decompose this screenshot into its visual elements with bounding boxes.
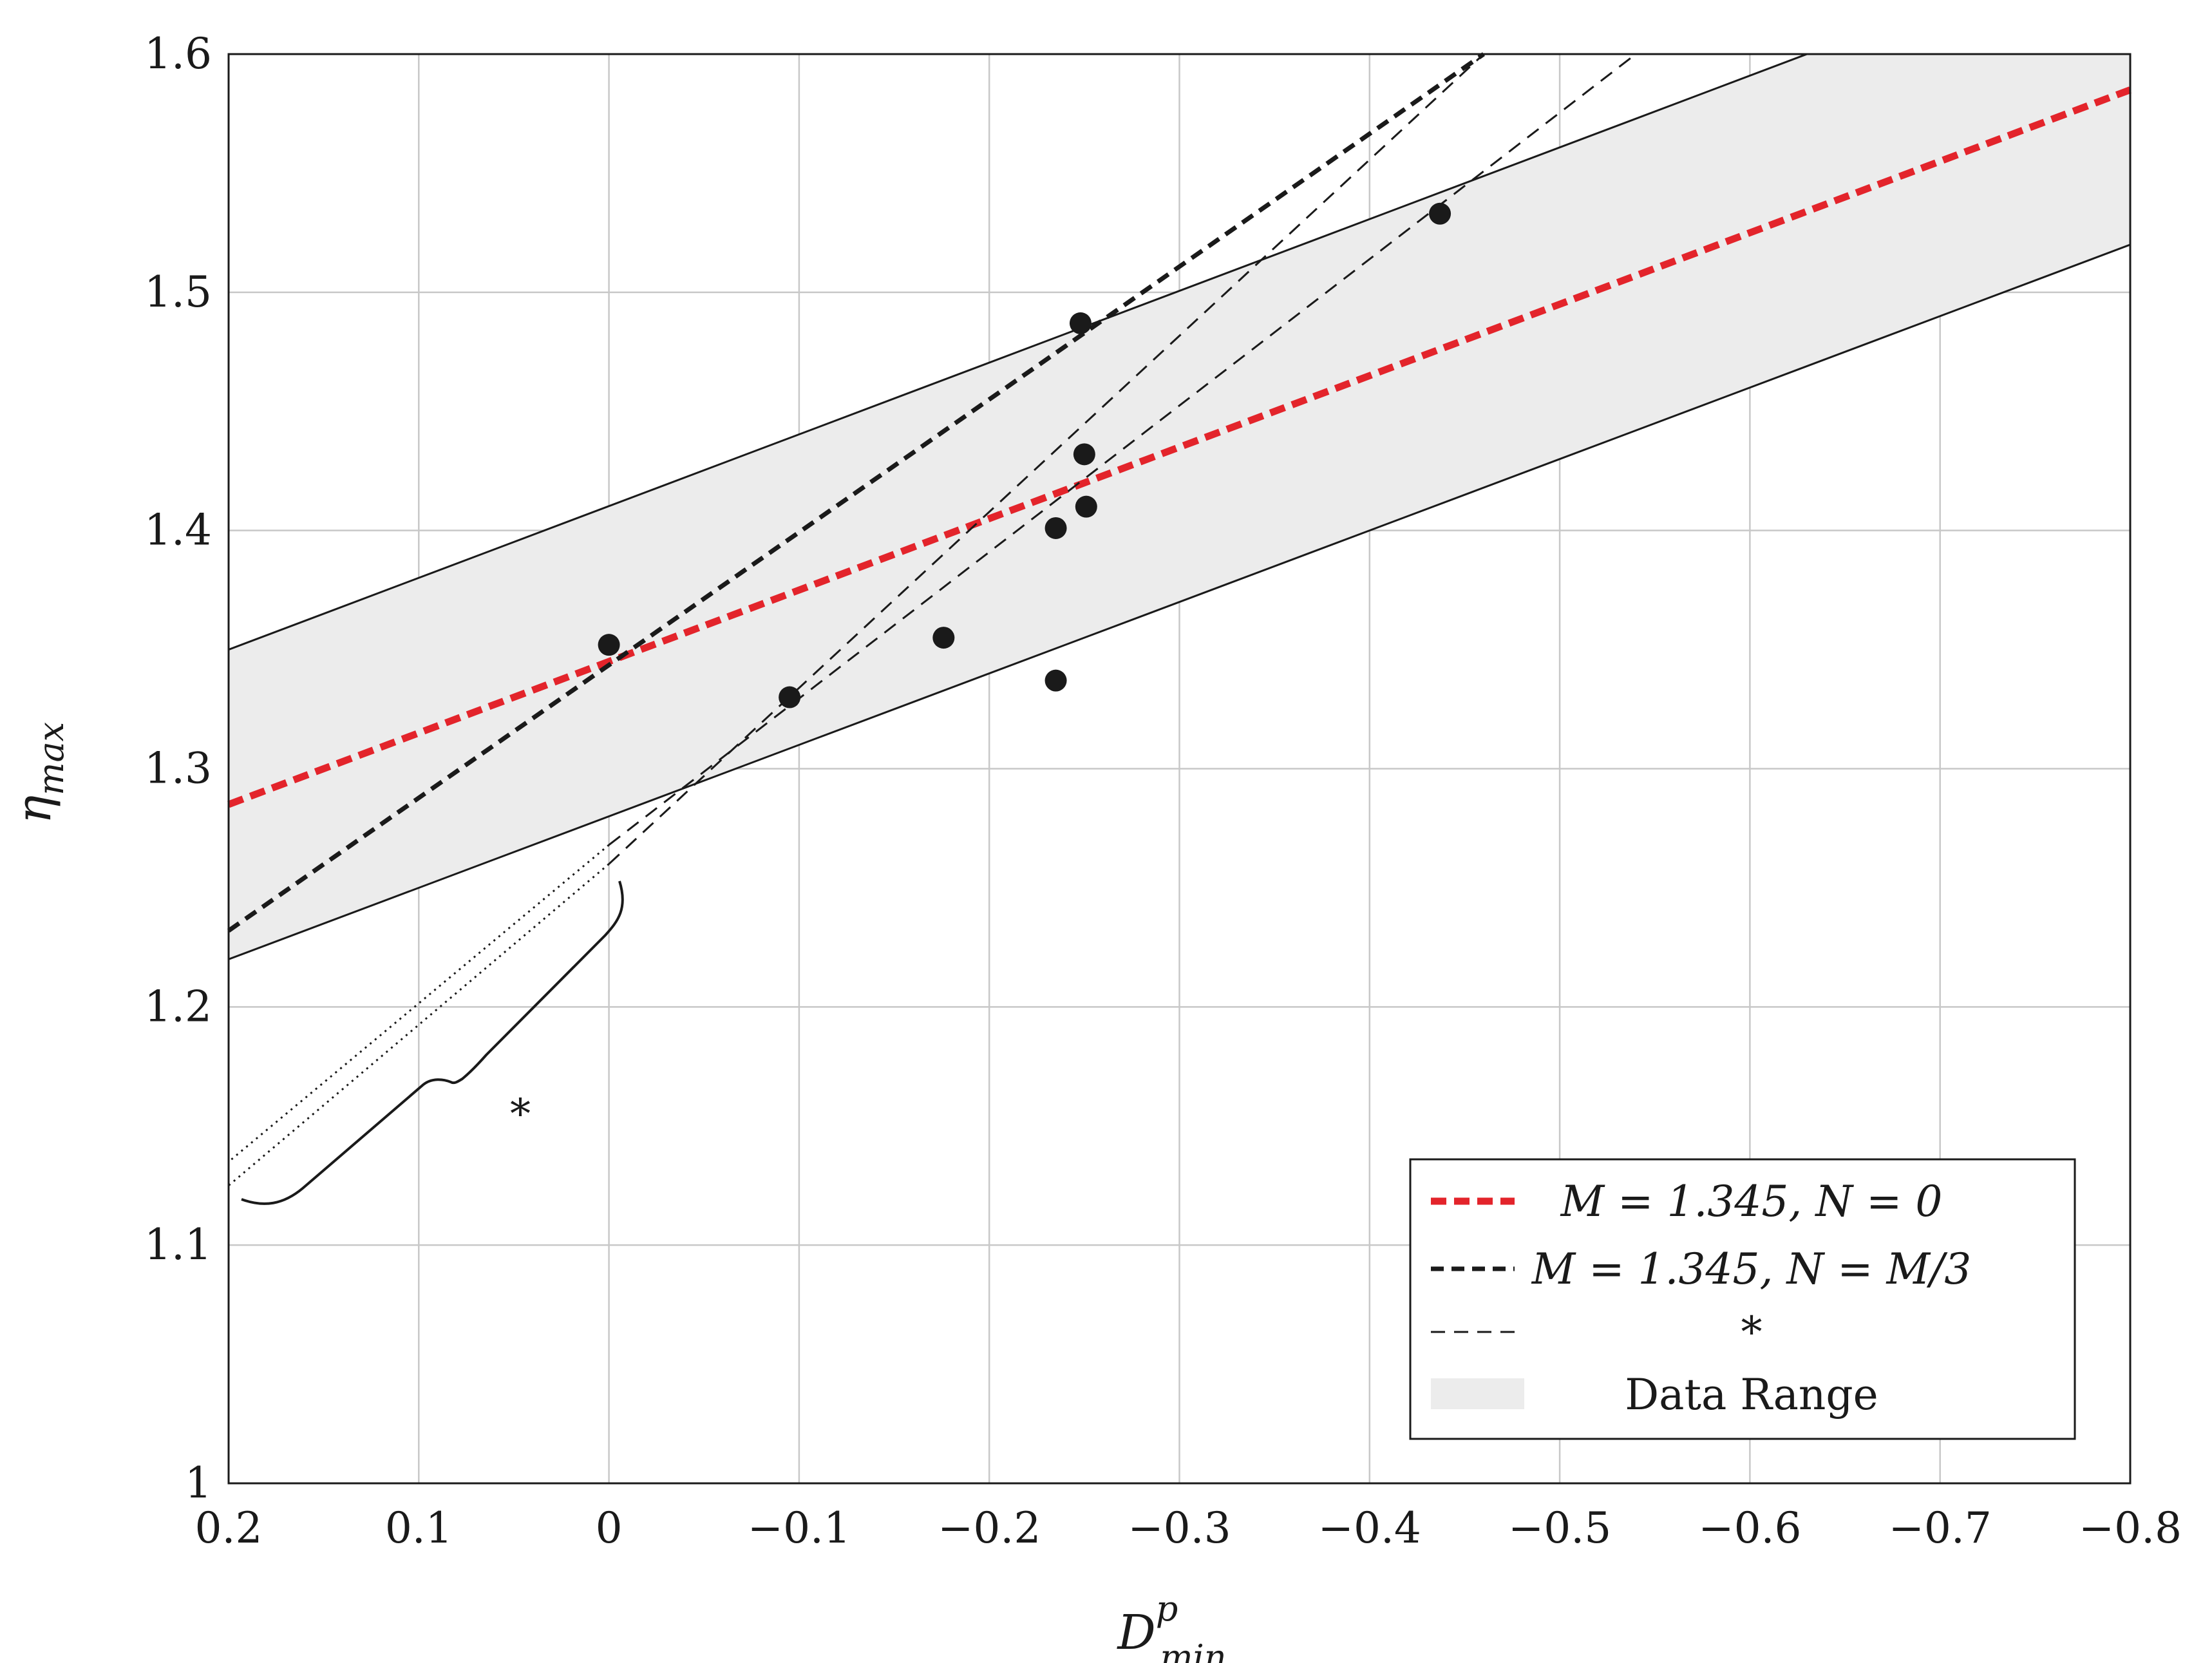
x-tick-label: 0.1 <box>385 1503 453 1553</box>
extrapolation-lines <box>228 844 610 1186</box>
y-tick-label: 1.4 <box>144 506 212 555</box>
x-tick-label: −0.8 <box>2079 1503 2182 1553</box>
data-point <box>1075 495 1097 518</box>
legend-label-star: * <box>1741 1307 1763 1357</box>
x-tick-label: −0.3 <box>1128 1503 1231 1553</box>
legend: M = 1.345, N = 0 M = 1.345, N = M/3 * Da… <box>1409 1158 2076 1440</box>
y-axis-label-sub: max <box>31 722 71 795</box>
x-tick-label: 0.2 <box>195 1503 263 1553</box>
data-range-band <box>229 54 2130 960</box>
data-point <box>598 634 620 656</box>
data-point <box>1045 669 1067 692</box>
data-point <box>932 627 955 649</box>
fit-line-thin-dashed <box>608 53 1484 865</box>
data-point <box>1045 517 1067 539</box>
legend-label-nm3: M = 1.345, N = M/3 <box>1531 1244 1972 1294</box>
x-tick-label: −0.7 <box>1889 1503 1992 1553</box>
y-tick-label: 1.6 <box>144 29 212 79</box>
data-range-upper <box>229 54 1808 651</box>
legend-label-n0: M = 1.345, N = 0 <box>1560 1177 1943 1226</box>
data-point <box>779 686 801 708</box>
legend-label-data-range: Data Range <box>1625 1370 1878 1420</box>
y-tick-label: 1.3 <box>144 744 212 793</box>
x-axis-label: Dp min <box>1116 1588 1226 1663</box>
x-tick-label: 0 <box>596 1503 623 1553</box>
y-tick-label: 1.5 <box>144 267 212 317</box>
x-axis-label-sup: p <box>1156 1588 1178 1629</box>
y-tick-label: 1.2 <box>144 982 212 1031</box>
data-points <box>598 202 1451 708</box>
fit-lines <box>227 52 2132 933</box>
plot-frame <box>227 53 2132 1485</box>
x-tick-label: −0.4 <box>1318 1503 1421 1553</box>
x-tick-label: −0.5 <box>1508 1503 1611 1553</box>
fit-line-black-dashed <box>227 52 1485 933</box>
data-range-lower <box>229 243 2130 960</box>
y-tick-label: 1 <box>185 1458 212 1508</box>
fit-line-thin-dashed <box>608 53 1637 846</box>
y-axis-label: ηmax <box>6 722 71 824</box>
band-group <box>229 54 2130 960</box>
annotation-brace <box>241 880 624 1205</box>
y-tick-label: 1.1 <box>144 1220 212 1269</box>
x-axis-label-sub: min <box>1160 1637 1226 1663</box>
legend-swatch-band <box>1431 1378 1524 1409</box>
curly-brace <box>241 880 624 1205</box>
x-tick-label: −0.1 <box>748 1503 851 1553</box>
x-axis-label-main: D <box>1116 1605 1155 1660</box>
data-range-fill <box>229 54 2130 960</box>
x-tick-label: −0.2 <box>938 1503 1041 1553</box>
data-point <box>1429 202 1451 225</box>
data-point <box>1073 443 1095 466</box>
data-point <box>1069 312 1092 334</box>
extrapolation-line <box>228 844 610 1163</box>
annotation-star: * <box>510 1090 531 1138</box>
x-tick-label: −0.6 <box>1698 1503 1801 1553</box>
y-tick-labels: 1 1.1 1.2 1.3 1.4 1.5 1.6 <box>144 29 212 1508</box>
fit-line-red-dashed <box>227 86 2132 808</box>
y-axis-label-main: η <box>6 795 62 824</box>
x-tick-labels: 0.2 0.1 0 −0.1 −0.2 −0.3 −0.4 −0.5 −0.6 −0.7 −0.8 <box>195 1503 2182 1553</box>
